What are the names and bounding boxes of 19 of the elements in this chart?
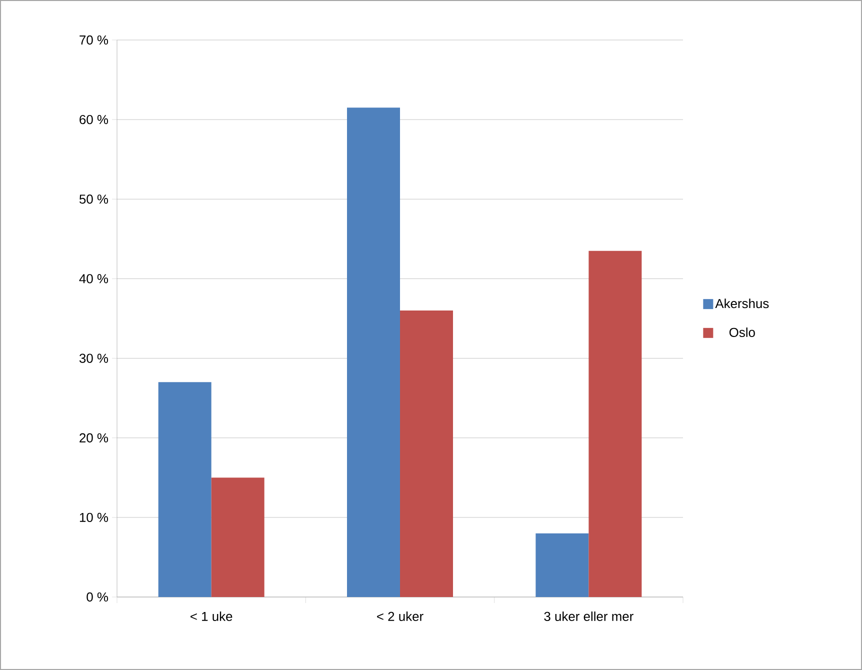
legend-label: Akershus xyxy=(715,298,769,308)
y-tick-label: 20 % xyxy=(80,433,108,442)
bar xyxy=(347,108,400,597)
y-tick-label: 50 % xyxy=(79,194,108,204)
bar xyxy=(588,250,642,597)
y-tick-label: 70 % xyxy=(80,35,108,45)
y-tick-label: 30 % xyxy=(79,354,108,363)
legend-label: Oslo xyxy=(729,327,755,337)
x-tick-label: < 1 uke xyxy=(190,612,232,622)
bar xyxy=(536,533,589,597)
y-tick-label: 40 % xyxy=(79,274,108,284)
y-tick-label: 60 % xyxy=(80,114,108,124)
y-tick-label: 0 % xyxy=(86,592,108,602)
x-tick-label: 3 uker eller mer xyxy=(544,612,634,622)
y-tick-label: 10 % xyxy=(80,512,108,522)
bar xyxy=(211,478,264,597)
x-tick-label: < 2 uker xyxy=(377,612,424,622)
bar xyxy=(158,382,212,597)
bar xyxy=(400,310,454,597)
